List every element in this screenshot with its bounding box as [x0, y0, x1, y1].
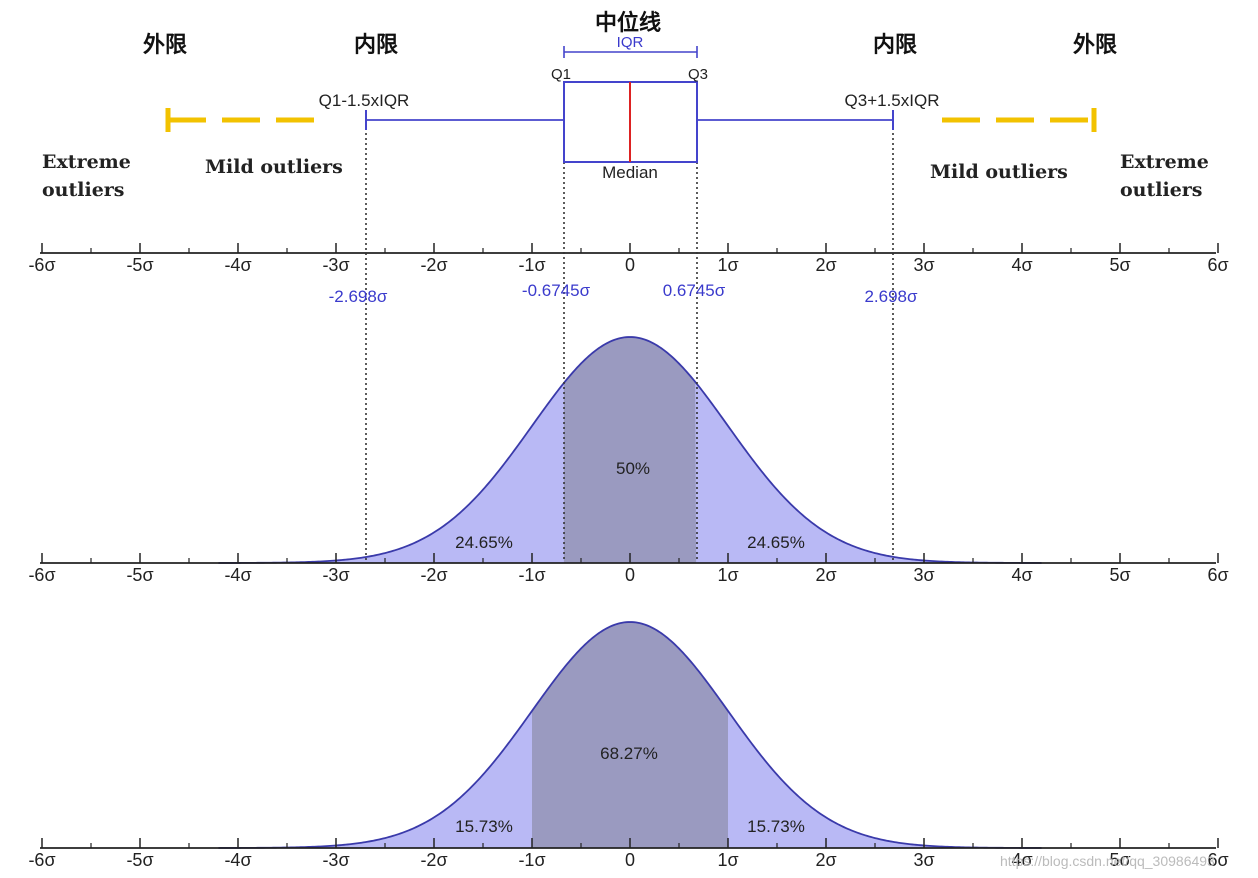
axis-tick-label: -3σ	[322, 255, 349, 275]
axis-tick-label: 4σ	[1011, 255, 1032, 275]
axis-tick-label: -5σ	[126, 565, 153, 585]
axis-tick-label: -5σ	[126, 850, 153, 870]
shaded-one-sigma-region	[532, 622, 728, 848]
iqr-label: IQR	[617, 34, 644, 51]
median-label: Median	[602, 163, 658, 182]
pct-center-6827: 68.27%	[600, 744, 658, 763]
axis-tick-label: 3σ	[913, 255, 934, 275]
extreme-outliers-right-line2: outliers	[1120, 179, 1203, 201]
extreme-outliers-right-line1: Extreme	[1120, 151, 1209, 173]
pct-right-1573: 15.73%	[747, 817, 805, 836]
panel-50-percent	[218, 336, 1042, 564]
axis-tick-label: -6σ	[28, 850, 55, 870]
axis-tick-label: -2σ	[420, 850, 447, 870]
upper-fence-label: Q3+1.5xIQR	[845, 91, 940, 110]
axis-tick-label: 5σ	[1109, 850, 1130, 870]
axis-tick-label: -4σ	[224, 850, 251, 870]
axis-tick-label: 1σ	[717, 565, 738, 585]
extreme-outliers-left-line2: outliers	[42, 179, 125, 201]
axis-tick-label: -1σ	[518, 850, 545, 870]
axis-tick-label: 6σ	[1207, 850, 1228, 870]
axis-tick-label: 2σ	[815, 255, 836, 275]
normal-curve-outline-1	[218, 336, 1042, 564]
axis-tick-label: 3σ	[913, 850, 934, 870]
inner-fence-left-zh-label: 内限	[354, 33, 398, 58]
lower-fence-label: Q1-1.5xIQR	[319, 91, 410, 110]
outer-fence-markers	[165, 108, 1097, 132]
boxplot	[365, 46, 894, 163]
pct-center-50: 50%	[616, 459, 650, 478]
mild-outliers-left: Mild outliers	[205, 156, 343, 178]
axis-tick-label: 1σ	[717, 255, 738, 275]
axis-tick-label: -2σ	[420, 565, 447, 585]
axis-tick-label: 6σ	[1207, 565, 1228, 585]
axis-tick-label: 5σ	[1109, 565, 1130, 585]
sigma-axis-top: -6σ -5σ -4σ -3σ -2σ -1σ 0 1σ 2σ 3σ 4σ 5σ 6σ	[28, 243, 1229, 275]
axis-tick-label: -4σ	[224, 255, 251, 275]
axis-tick-label: 5σ	[1109, 255, 1130, 275]
axis-tick-label: -3σ	[322, 850, 349, 870]
outer-fence-right-zh-label: 外限	[1073, 32, 1117, 58]
inner-fence-right-zh-label: 内限	[873, 33, 917, 58]
value-pos-06745: 0.6745σ	[663, 281, 726, 300]
axis-tick-label: -2σ	[420, 255, 447, 275]
sigma-axis-bottom: -6σ -5σ -4σ -3σ -2σ -1σ 0 1σ 2σ 3σ 4σ 5σ 6σ	[28, 838, 1229, 870]
axis-tick-label: 4σ	[1011, 850, 1032, 870]
axis-tick-label: -1σ	[518, 565, 545, 585]
q3-label: Q3	[688, 66, 708, 83]
pct-right-2465: 24.65%	[747, 533, 805, 552]
axis-tick-label: 1σ	[717, 850, 738, 870]
sigma-axis-middle: -6σ -5σ -4σ -3σ -2σ -1σ 0 1σ 2σ 3σ 4σ 5σ 6σ	[28, 553, 1229, 585]
normal-curve-outline-2	[218, 621, 1042, 849]
value-neg-2698: -2.698σ	[329, 287, 388, 306]
axis-tick-label: -6σ	[28, 565, 55, 585]
extreme-outliers-left-line1: Extreme	[42, 151, 131, 173]
axis-tick-label: 3σ	[913, 565, 934, 585]
axis-tick-label: 2σ	[815, 565, 836, 585]
mild-outliers-right: Mild outliers	[930, 161, 1068, 183]
axis-tick-label: -5σ	[126, 255, 153, 275]
q1-label: Q1	[551, 66, 571, 83]
axis-tick-label: 0	[625, 850, 635, 870]
value-neg-06745: -0.6745σ	[522, 281, 591, 300]
axis-tick-label: 4σ	[1011, 565, 1032, 585]
axis-tick-label: -6σ	[28, 255, 55, 275]
axis-tick-label: -1σ	[518, 255, 545, 275]
panel-68-percent	[218, 621, 1042, 849]
value-pos-2698: 2.698σ	[864, 287, 918, 306]
axis-tick-label: 0	[625, 565, 635, 585]
watermark: https://blog.csdn.net/qq_30986493	[1000, 853, 1215, 869]
axis-tick-label: 0	[625, 255, 635, 275]
pct-left-2465: 24.65%	[455, 533, 513, 552]
axis-tick-label: -4σ	[224, 565, 251, 585]
shaded-iqr-region	[563, 337, 697, 563]
axis-tick-label: 6σ	[1207, 255, 1228, 275]
pct-left-1573: 15.73%	[455, 817, 513, 836]
median-line-zh-label: 中位线	[595, 10, 661, 36]
axis-tick-label: -3σ	[322, 565, 349, 585]
outer-fence-left-zh-label: 外限	[143, 32, 187, 58]
dotted-guides	[365, 128, 894, 562]
axis-tick-label: 2σ	[815, 850, 836, 870]
